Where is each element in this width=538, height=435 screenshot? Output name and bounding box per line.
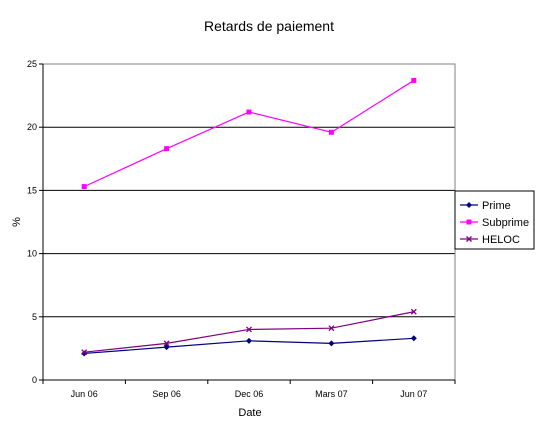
- series-heloc: [81, 308, 417, 356]
- y-tick-label: 20: [27, 122, 37, 132]
- data-point-heloc: [163, 340, 170, 347]
- y-tick-label: 10: [27, 249, 37, 259]
- data-point-prime: [246, 337, 252, 344]
- chart-title: Retards de paiement: [204, 18, 334, 34]
- x-tick-label: Dec 06: [235, 389, 264, 399]
- series-subprime: [81, 77, 417, 190]
- data-point-subprime: [81, 184, 87, 190]
- x-tick-label: Jun 06: [71, 389, 98, 399]
- y-axis-label: %: [11, 217, 23, 227]
- series-line-heloc: [84, 311, 414, 353]
- legend-marker-prime: [466, 202, 472, 208]
- data-point-heloc: [328, 325, 335, 332]
- y-tick-label: 15: [27, 185, 37, 195]
- legend-item-prime: Prime: [460, 200, 511, 212]
- data-point-subprime: [328, 129, 334, 135]
- data-point-subprime: [246, 109, 252, 115]
- data-point-prime: [328, 340, 335, 347]
- gridlines: [43, 126, 455, 318]
- legend-item-heloc: HELOC: [460, 234, 520, 246]
- legend: Prime Subprime HELOC: [454, 190, 535, 250]
- series-group: [81, 77, 417, 357]
- legend-marker-heloc: [466, 236, 472, 242]
- series-prime: [81, 335, 417, 357]
- x-axis-label: Date: [238, 407, 261, 419]
- y-tick-label: 25: [27, 59, 37, 69]
- y-tick-label: 5: [32, 312, 37, 322]
- data-point-heloc: [410, 308, 417, 315]
- data-point-subprime: [411, 77, 417, 83]
- legend-label-subprime: Subprime: [482, 217, 529, 229]
- data-point-heloc: [81, 349, 88, 356]
- data-point-prime: [410, 335, 417, 342]
- legend-marker-subprime: [466, 219, 472, 225]
- axes: 0 5 10 15 20 25 Jun 06 Sep 06 Dec 06 Mars 07 Jun 0…: [27, 59, 456, 399]
- legend-label-heloc: HELOC: [482, 234, 520, 246]
- data-point-heloc: [246, 326, 252, 333]
- x-tick-label: Mars 07: [315, 389, 348, 399]
- data-point-subprime: [164, 146, 170, 152]
- legend-item-subprime: Subprime: [460, 217, 529, 229]
- y-tick-label: 0: [32, 375, 37, 385]
- legend-label-prime: Prime: [482, 200, 511, 212]
- x-tick-label: Sep 06: [152, 389, 181, 399]
- series-line-subprime: [83, 79, 415, 188]
- x-tick-label: Jun 07: [400, 389, 427, 399]
